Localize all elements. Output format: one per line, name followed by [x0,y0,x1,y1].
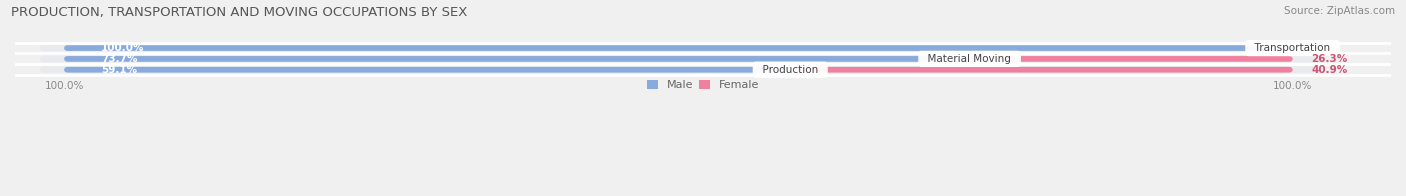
FancyBboxPatch shape [65,56,1292,62]
Text: 26.3%: 26.3% [1312,54,1347,64]
Text: 73.7%: 73.7% [101,54,138,64]
FancyBboxPatch shape [39,66,1317,73]
FancyBboxPatch shape [790,67,1292,73]
Text: Material Moving: Material Moving [921,54,1018,64]
FancyBboxPatch shape [65,67,1292,73]
FancyBboxPatch shape [39,45,1317,51]
Text: PRODUCTION, TRANSPORTATION AND MOVING OCCUPATIONS BY SEX: PRODUCTION, TRANSPORTATION AND MOVING OC… [11,6,468,19]
FancyBboxPatch shape [65,45,1292,51]
FancyBboxPatch shape [970,56,1292,62]
Text: 59.1%: 59.1% [101,65,138,75]
Legend: Male, Female: Male, Female [643,75,763,95]
Text: Production: Production [756,65,824,75]
FancyBboxPatch shape [39,56,1317,62]
FancyBboxPatch shape [65,45,1292,51]
Text: 40.9%: 40.9% [1312,65,1347,75]
FancyBboxPatch shape [65,67,790,73]
Text: 100.0%: 100.0% [101,43,145,53]
FancyBboxPatch shape [65,56,970,62]
Text: Source: ZipAtlas.com: Source: ZipAtlas.com [1284,6,1395,16]
Text: Transportation: Transportation [1249,43,1337,53]
